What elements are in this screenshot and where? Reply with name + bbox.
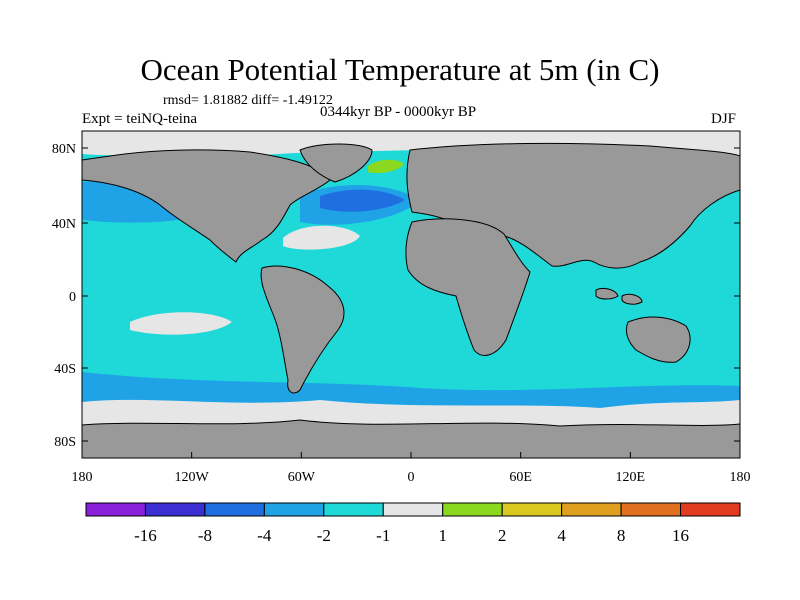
- y-tick-label: 40S: [54, 362, 76, 377]
- x-tick-label: 0: [408, 470, 415, 485]
- colorbar-swatch: [680, 502, 741, 517]
- x-tick-label: 60W: [288, 470, 316, 485]
- colorbar-label: 4: [557, 526, 566, 545]
- colorbar: -16 -8 -4 -2 -1 1 2 4 8 16: [85, 502, 741, 545]
- experiment-label: Expt = teiNQ-teina: [82, 111, 198, 127]
- x-tick-label: 180: [72, 470, 93, 485]
- colorbar-label: -16: [134, 526, 157, 545]
- cooler-band-southern-ocean: [82, 372, 740, 410]
- x-tick-label: 180: [730, 470, 751, 485]
- x-tick-label: 60E: [509, 470, 532, 485]
- colorbar-label: -4: [257, 526, 272, 545]
- period-label: 0344kyr BP - 0000kyr BP: [320, 104, 477, 120]
- colorbar-swatch: [382, 502, 444, 517]
- colorbar-swatch: [561, 502, 622, 517]
- land-indonesia: [595, 287, 643, 305]
- temperature-field: [82, 131, 740, 458]
- colorbar-swatch: [442, 502, 503, 517]
- land-australia: [625, 316, 691, 363]
- colorbar-label: -8: [198, 526, 212, 545]
- land-masses: [82, 142, 740, 458]
- y-tick-label: 0: [69, 290, 76, 305]
- map-title: Ocean Potential Temperature at 5m (in C): [140, 52, 660, 87]
- y-tick-label: 80S: [54, 435, 76, 450]
- colorbar-label: 16: [672, 526, 689, 545]
- neutral-subtropical-atlantic: [283, 225, 360, 250]
- colorbar-swatch: [501, 502, 563, 517]
- colorbar-label: 2: [498, 526, 507, 545]
- land-antarctica: [82, 419, 740, 458]
- colorbar-swatch: [85, 502, 146, 517]
- colorbar-label: -1: [376, 526, 390, 545]
- x-tick-label: 120W: [175, 470, 210, 485]
- warm-anomaly-nordic-seas: [368, 159, 404, 174]
- colorbar-swatch: [263, 502, 325, 517]
- season-label: DJF: [711, 111, 737, 127]
- colorbar-swatch: [620, 502, 682, 517]
- coolest-north-atlantic: [320, 189, 405, 212]
- colorbar-swatch: [204, 502, 265, 517]
- land-greenland: [299, 143, 373, 183]
- neutral-antarctic-edge: [82, 399, 740, 428]
- land-north-america: [82, 149, 331, 263]
- y-tick-label: 40N: [52, 217, 76, 232]
- land-africa: [405, 218, 531, 356]
- colorbar-label: -2: [317, 526, 331, 545]
- rmsd-diff-stats: rmsd= 1.81882 diff= -1.49122: [163, 93, 333, 108]
- colorbar-label: 1: [438, 526, 447, 545]
- x-tick-label: 120E: [616, 470, 646, 485]
- axis-ticks: 80N 40N 0 40S 80S 180 120W 60W 0 60E 120E 180: [52, 142, 751, 485]
- y-tick-label: 80N: [52, 142, 76, 157]
- colorbar-label: 8: [617, 526, 626, 545]
- colorbar-swatch: [144, 502, 206, 517]
- land-south-america: [260, 265, 345, 394]
- neutral-south-pacific: [130, 312, 232, 335]
- colorbar-swatch: [323, 502, 384, 517]
